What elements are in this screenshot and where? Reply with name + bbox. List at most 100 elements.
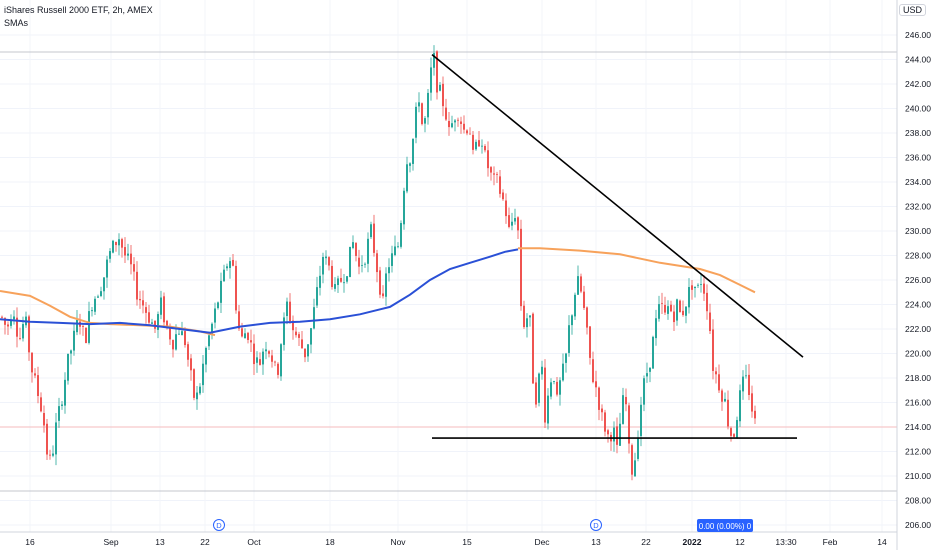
chart-legend[interactable]: iShares Russell 2000 ETF, 2h, AMEX SMAs <box>4 4 153 30</box>
candle-body <box>160 297 162 315</box>
candle-body <box>199 386 201 394</box>
candle-body <box>211 323 213 336</box>
candle-body <box>148 312 150 323</box>
candle-body <box>340 277 342 282</box>
candle-body <box>583 291 585 308</box>
candle-body <box>223 269 225 282</box>
candle-body <box>226 266 228 269</box>
candle-body <box>484 145 486 151</box>
candle-body <box>262 351 264 365</box>
candle-body <box>532 313 534 384</box>
candle-body <box>451 123 453 128</box>
candle-body <box>673 311 675 323</box>
chart-grid <box>0 0 897 532</box>
candle-body <box>67 353 69 381</box>
candle-body <box>151 322 153 324</box>
candle-body <box>169 327 171 340</box>
candle-body <box>298 334 300 338</box>
candle-body <box>472 134 474 150</box>
candle-body <box>136 271 138 300</box>
candle-body <box>616 426 618 445</box>
candle-body <box>727 399 729 427</box>
candle-body <box>685 306 687 316</box>
candle-body <box>289 301 291 322</box>
x-tick-label: 22 <box>641 537 651 547</box>
dividend-marker-circle <box>590 519 602 531</box>
candle-body <box>493 173 495 175</box>
candle-body <box>4 317 6 325</box>
candle-body <box>571 315 573 326</box>
candle-body <box>283 317 285 345</box>
trend-drawings[interactable] <box>431 53 804 439</box>
candle-body <box>238 311 240 329</box>
candle-body <box>421 103 423 125</box>
candle-body <box>607 430 609 435</box>
candle-body <box>253 343 255 365</box>
candle-body <box>667 306 669 314</box>
candle-body <box>37 375 39 397</box>
x-tick-label: 22 <box>200 537 210 547</box>
candle-body <box>217 302 219 309</box>
indicator-label[interactable]: SMAs <box>4 18 29 28</box>
candle-body <box>31 352 33 373</box>
candle-body <box>220 280 222 303</box>
candle-body <box>658 304 660 319</box>
candle-body <box>334 284 336 289</box>
candle-body <box>301 339 303 349</box>
candle-body <box>406 164 408 192</box>
candle-body <box>403 190 405 225</box>
x-tick-label: Dec <box>534 537 550 547</box>
candle-body <box>691 285 693 290</box>
candle-body <box>646 373 648 377</box>
candle-body <box>523 305 525 328</box>
dividend-marker[interactable]: D <box>213 519 225 531</box>
candle-body <box>670 304 672 312</box>
candle-body <box>133 264 135 272</box>
candle-body <box>316 287 318 306</box>
candle-body <box>562 363 564 381</box>
currency-selector[interactable]: USD <box>898 4 926 16</box>
candle-body <box>436 51 438 93</box>
candle-body <box>202 363 204 386</box>
candle-body <box>256 357 258 363</box>
candle-body <box>526 318 528 328</box>
candle-body <box>418 102 420 107</box>
candle-body <box>694 286 696 289</box>
candle-body <box>94 298 96 312</box>
y-tick-label: 230.00 <box>905 226 931 236</box>
candle-body <box>43 412 45 426</box>
candle-body <box>628 405 630 444</box>
dividend-marker[interactable]: D <box>590 519 602 531</box>
candle-body <box>604 412 606 432</box>
candle-body <box>739 390 741 422</box>
candle-body <box>721 390 723 402</box>
candle-body <box>235 265 237 311</box>
candle-body <box>97 296 99 298</box>
descending-trendline[interactable] <box>431 53 804 358</box>
candle-body <box>487 150 489 169</box>
candle-body <box>742 376 744 392</box>
y-tick-label: 238.00 <box>905 128 931 138</box>
candle-body <box>100 291 102 296</box>
candle-body <box>598 387 600 410</box>
candle-body <box>733 434 735 437</box>
currency-label: USD <box>902 5 922 15</box>
y-tick-label: 222.00 <box>905 324 931 334</box>
candle-body <box>586 307 588 328</box>
candle-body <box>364 263 366 265</box>
candle-body <box>208 335 210 347</box>
x-tick-label: 15 <box>462 537 472 547</box>
candle-body <box>268 351 270 354</box>
candlestick-series <box>1 45 756 481</box>
candle-body <box>49 454 51 456</box>
candle-body <box>544 367 546 423</box>
candle-body <box>112 240 114 253</box>
price-change-badge-bg <box>697 519 753 532</box>
candle-body <box>34 373 36 376</box>
candle-body <box>424 118 426 124</box>
candle-body <box>82 326 84 327</box>
candle-body <box>592 359 594 383</box>
y-tick-label: 206.00 <box>905 520 931 530</box>
